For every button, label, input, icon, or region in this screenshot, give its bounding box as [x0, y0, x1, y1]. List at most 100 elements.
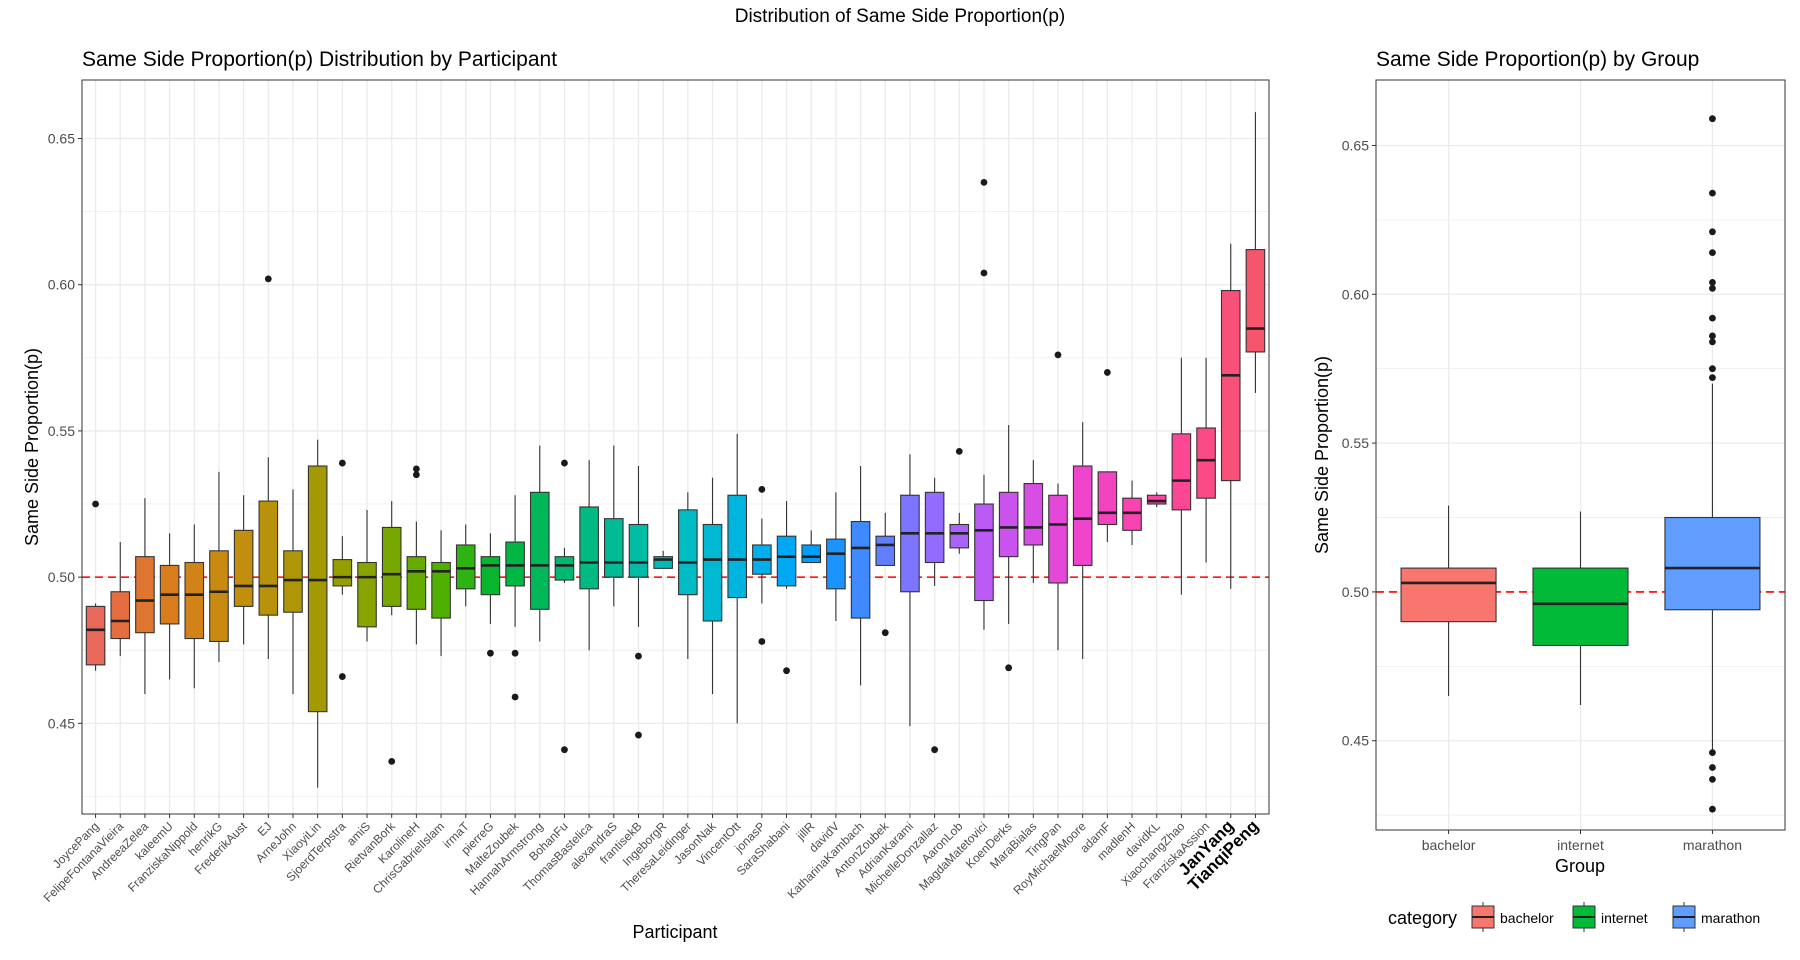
box-BohanFu — [554, 459, 575, 754]
box-bachelor — [1400, 505, 1497, 697]
box-body — [998, 491, 1019, 558]
outlier-point — [561, 459, 568, 467]
box-body — [801, 544, 822, 564]
box-body — [332, 559, 353, 587]
box-MagdaMatetovici — [974, 178, 994, 630]
outlier-point — [338, 459, 346, 467]
box-body — [850, 521, 871, 619]
box-body — [1196, 427, 1216, 499]
box-body — [1146, 494, 1167, 505]
right-gridlines — [1376, 80, 1785, 830]
right-panel-title: Same Side Proportion(p) by Group — [1376, 48, 1699, 71]
box-frantisekB — [628, 466, 649, 739]
right-x-axis-label: Group — [1555, 856, 1605, 876]
left-x-axis: JoycePangFelipeFontanaVieiraAndreeaZelea… — [41, 814, 1262, 905]
box-body — [974, 503, 994, 602]
right-panel-border — [1375, 79, 1786, 831]
left-x-axis-label: Participant — [632, 922, 717, 942]
outlier-point — [1709, 365, 1716, 373]
box-XiaochangZhao — [1171, 357, 1192, 595]
box-body — [1097, 471, 1118, 526]
outlier-point — [1709, 228, 1716, 236]
outlier-point — [1103, 369, 1111, 376]
box-body — [653, 556, 673, 569]
legend-label: bachelor — [1500, 910, 1554, 926]
outlier-point — [338, 673, 346, 680]
right-x-axis: bachelor internet marathon — [1422, 830, 1742, 853]
y-tick-label: 0.65 — [1342, 137, 1369, 153]
outlier-point — [388, 757, 396, 765]
box-alexandraS — [604, 445, 624, 607]
box-irmaT — [455, 524, 476, 607]
legend-label: internet — [1601, 910, 1648, 926]
box-VincentOtt — [727, 433, 747, 724]
y-tick-label: 0.60 — [48, 277, 75, 293]
box-RoyMichaelMoore — [1072, 422, 1093, 660]
box-body — [900, 494, 920, 593]
box-davidV — [826, 492, 846, 621]
legend-item-marathon: marathon — [1672, 902, 1760, 932]
box-body — [1023, 483, 1044, 546]
box-XiaoyiLin — [307, 439, 328, 788]
y-tick-label: 0.45 — [48, 715, 75, 731]
box-TingPan — [1048, 351, 1068, 651]
outlier-point — [264, 275, 272, 283]
outlier-point — [511, 649, 519, 657]
box-body — [233, 529, 254, 607]
outlier-point — [561, 746, 568, 754]
box-body — [258, 500, 279, 616]
box-EJ — [258, 275, 279, 660]
y-tick-label: 0.60 — [1342, 286, 1369, 302]
outlier-point — [955, 447, 963, 455]
outlier-point — [1709, 189, 1716, 197]
right-y-axis-label: Same Side Proportion(p) — [1312, 356, 1332, 554]
outlier-point — [635, 652, 642, 660]
box-body — [1171, 433, 1192, 511]
figure-suptitle: Distribution of Same Side Proportion(p) — [735, 6, 1066, 27]
outlier-point — [1709, 805, 1716, 813]
outlier-point — [1709, 374, 1716, 382]
box-body — [505, 541, 525, 587]
outlier-point — [487, 649, 494, 657]
box-TianqiPeng — [1245, 112, 1266, 393]
left-boxplots — [82, 112, 1269, 788]
box-body — [1220, 289, 1241, 482]
box-HannahArmstrong — [529, 445, 550, 642]
box-body — [554, 556, 575, 581]
outlier-point — [1709, 278, 1716, 286]
outlier-point — [1709, 338, 1716, 346]
outlier-point — [412, 471, 420, 479]
right-y-axis: 0.45 0.50 0.55 0.60 0.65 — [1342, 137, 1376, 749]
legend-label: marathon — [1701, 910, 1760, 926]
left-panel-border — [81, 79, 1270, 815]
box-ArneJohn — [283, 489, 303, 695]
outlier-point — [931, 746, 939, 754]
box-adamF — [1097, 369, 1118, 543]
box-body — [776, 535, 797, 587]
box-body — [1532, 567, 1629, 647]
box-body — [1664, 516, 1761, 611]
box-body — [702, 523, 723, 622]
box-jonasP — [752, 486, 772, 645]
box-KoenDerks — [998, 425, 1019, 672]
legend-item-internet: internet — [1572, 902, 1648, 932]
outlier-point — [758, 638, 766, 645]
outlier-point — [1709, 776, 1716, 783]
box-body — [875, 535, 896, 566]
box-body — [209, 550, 229, 643]
outlier-point — [1709, 764, 1716, 771]
outlier-point — [758, 486, 766, 493]
box-FranziskaAssion — [1196, 357, 1216, 563]
box-body — [949, 523, 970, 549]
box-KatharinaKambach — [850, 466, 871, 686]
box-davidKL — [1146, 492, 1167, 507]
box-internet — [1532, 511, 1629, 705]
box-body — [1122, 497, 1142, 531]
outlier-point — [980, 269, 988, 277]
x-tick-label: internet — [1557, 837, 1604, 853]
outlier-point — [783, 667, 790, 675]
outlier-point — [1709, 332, 1716, 340]
y-tick-label: 0.65 — [48, 130, 75, 146]
box-AaronLob — [949, 447, 970, 554]
